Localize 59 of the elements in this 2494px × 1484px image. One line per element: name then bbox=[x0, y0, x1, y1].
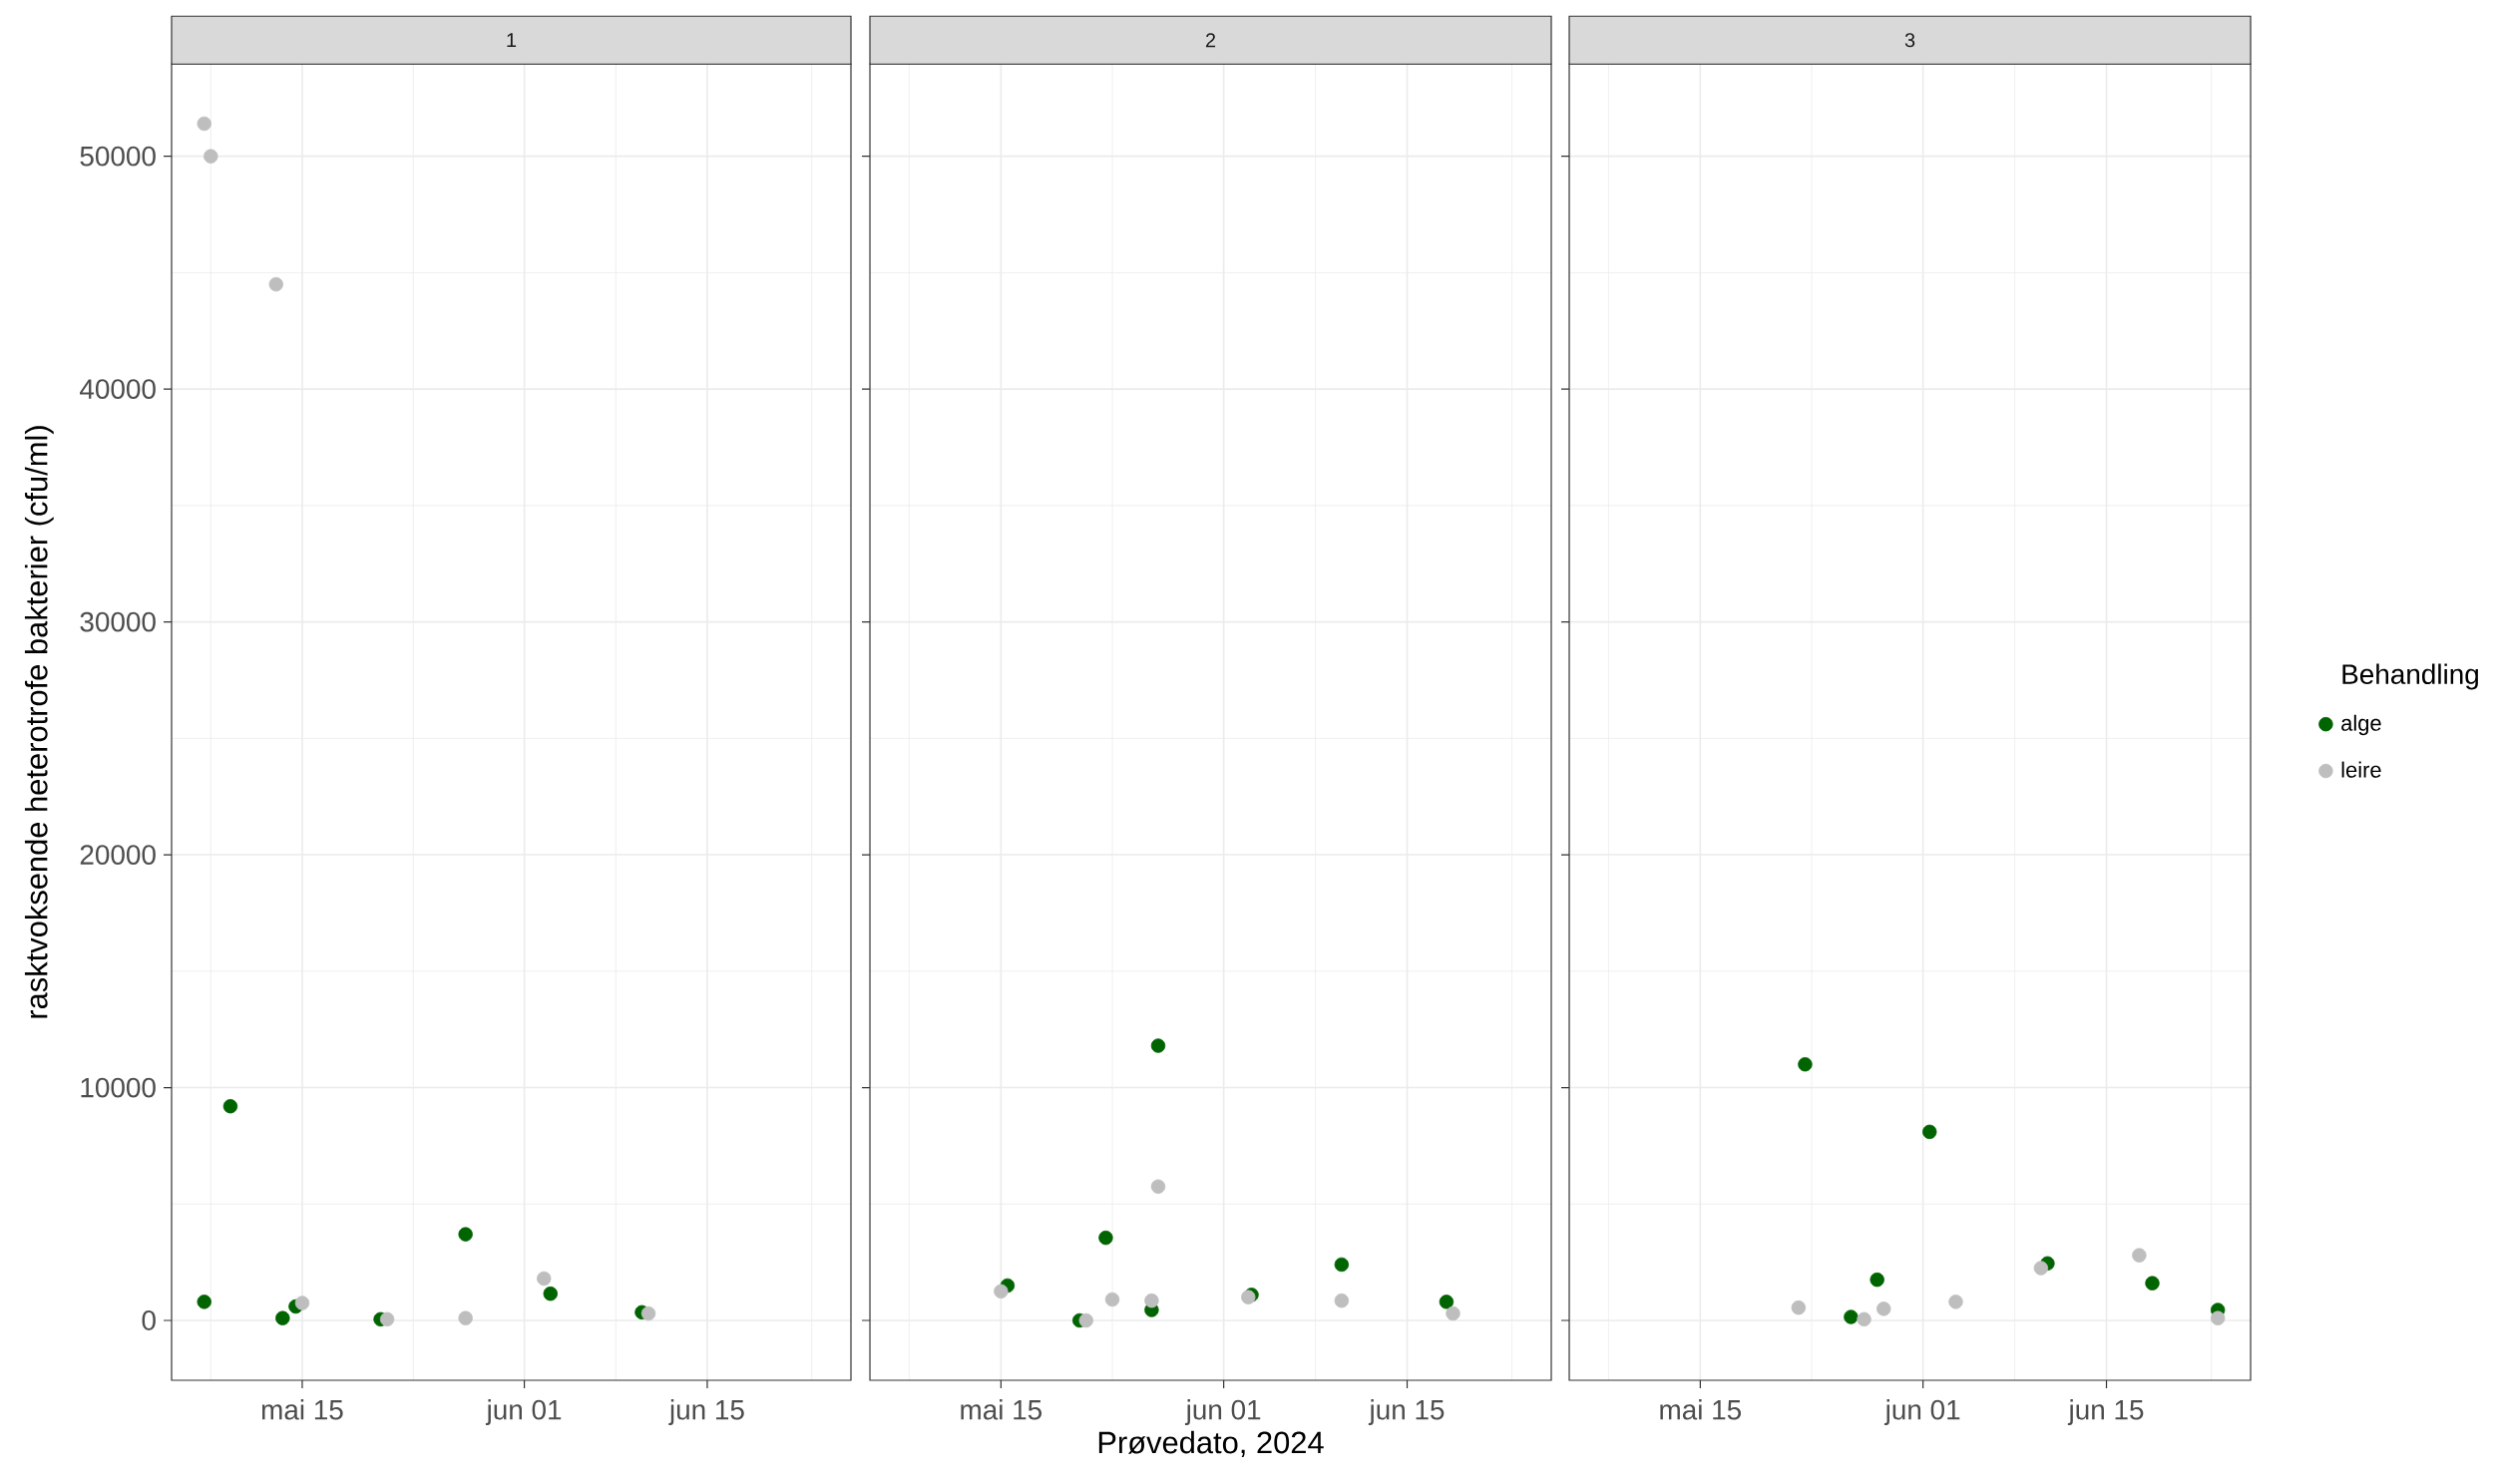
point bbox=[543, 1286, 558, 1301]
point bbox=[294, 1296, 310, 1310]
x-tick-label: jun 01 bbox=[485, 1399, 562, 1426]
y-tick-label: 40000 bbox=[80, 379, 156, 400]
point bbox=[2132, 1248, 2147, 1263]
x-tick-label: mai 15 bbox=[261, 1399, 343, 1420]
point bbox=[1798, 1056, 1813, 1072]
point bbox=[197, 116, 211, 132]
point bbox=[1334, 1257, 1350, 1273]
x-tick-label: jun 15 bbox=[1368, 1399, 1445, 1426]
y-axis-title: rasktvoksende heterotrofe bakterier (cfu/ml) bbox=[24, 426, 54, 1018]
point bbox=[1078, 1312, 1093, 1328]
point bbox=[1922, 1124, 1937, 1140]
x-tick-label: jun 15 bbox=[668, 1399, 744, 1426]
legend-label: leire bbox=[2341, 761, 2381, 778]
x-tick-label: jun 15 bbox=[2067, 1399, 2144, 1426]
x-axis-title: Prøvedato, 2024 bbox=[1098, 1430, 1324, 1458]
point bbox=[1948, 1295, 1963, 1309]
point bbox=[204, 149, 218, 164]
point bbox=[379, 1311, 395, 1327]
point bbox=[1876, 1301, 1891, 1316]
point bbox=[1104, 1292, 1120, 1307]
y-tick-label: 50000 bbox=[80, 146, 156, 167]
legend-label: alge bbox=[2341, 714, 2381, 736]
point bbox=[1144, 1293, 1159, 1308]
legend-title: Behandling bbox=[2342, 663, 2478, 690]
point bbox=[640, 1305, 656, 1321]
chart-title: 3 bbox=[1904, 33, 1915, 48]
point bbox=[1334, 1293, 1350, 1308]
point bbox=[1844, 1309, 1859, 1324]
point bbox=[1791, 1299, 1807, 1315]
point bbox=[1870, 1272, 1884, 1288]
x-tick-label: mai 15 bbox=[961, 1399, 1042, 1420]
x-tick-label: jun 01 bbox=[1184, 1399, 1261, 1426]
point bbox=[222, 1099, 238, 1114]
point bbox=[458, 1227, 473, 1242]
point bbox=[994, 1284, 1009, 1299]
point bbox=[1439, 1295, 1455, 1309]
point bbox=[1150, 1179, 1166, 1194]
point bbox=[1857, 1311, 1871, 1327]
y-tick-label: 0 bbox=[142, 1310, 156, 1330]
point bbox=[1150, 1038, 1166, 1053]
y-tick-label: 20000 bbox=[80, 845, 156, 865]
point bbox=[197, 1295, 211, 1309]
point bbox=[268, 276, 283, 292]
point bbox=[458, 1310, 473, 1325]
y-tick-label: 30000 bbox=[80, 611, 156, 632]
point bbox=[2210, 1310, 2226, 1325]
point bbox=[1098, 1230, 1113, 1246]
point bbox=[537, 1271, 552, 1287]
chart-title: 1 bbox=[507, 33, 517, 48]
point bbox=[2033, 1261, 2049, 1276]
point bbox=[275, 1310, 290, 1325]
point bbox=[1446, 1305, 1460, 1321]
x-tick-label: jun 01 bbox=[1883, 1399, 1960, 1426]
point bbox=[2145, 1276, 2160, 1291]
chart-title: 2 bbox=[1205, 33, 1216, 48]
y-tick-label: 10000 bbox=[81, 1077, 156, 1098]
x-tick-label: mai 15 bbox=[1660, 1399, 1742, 1420]
